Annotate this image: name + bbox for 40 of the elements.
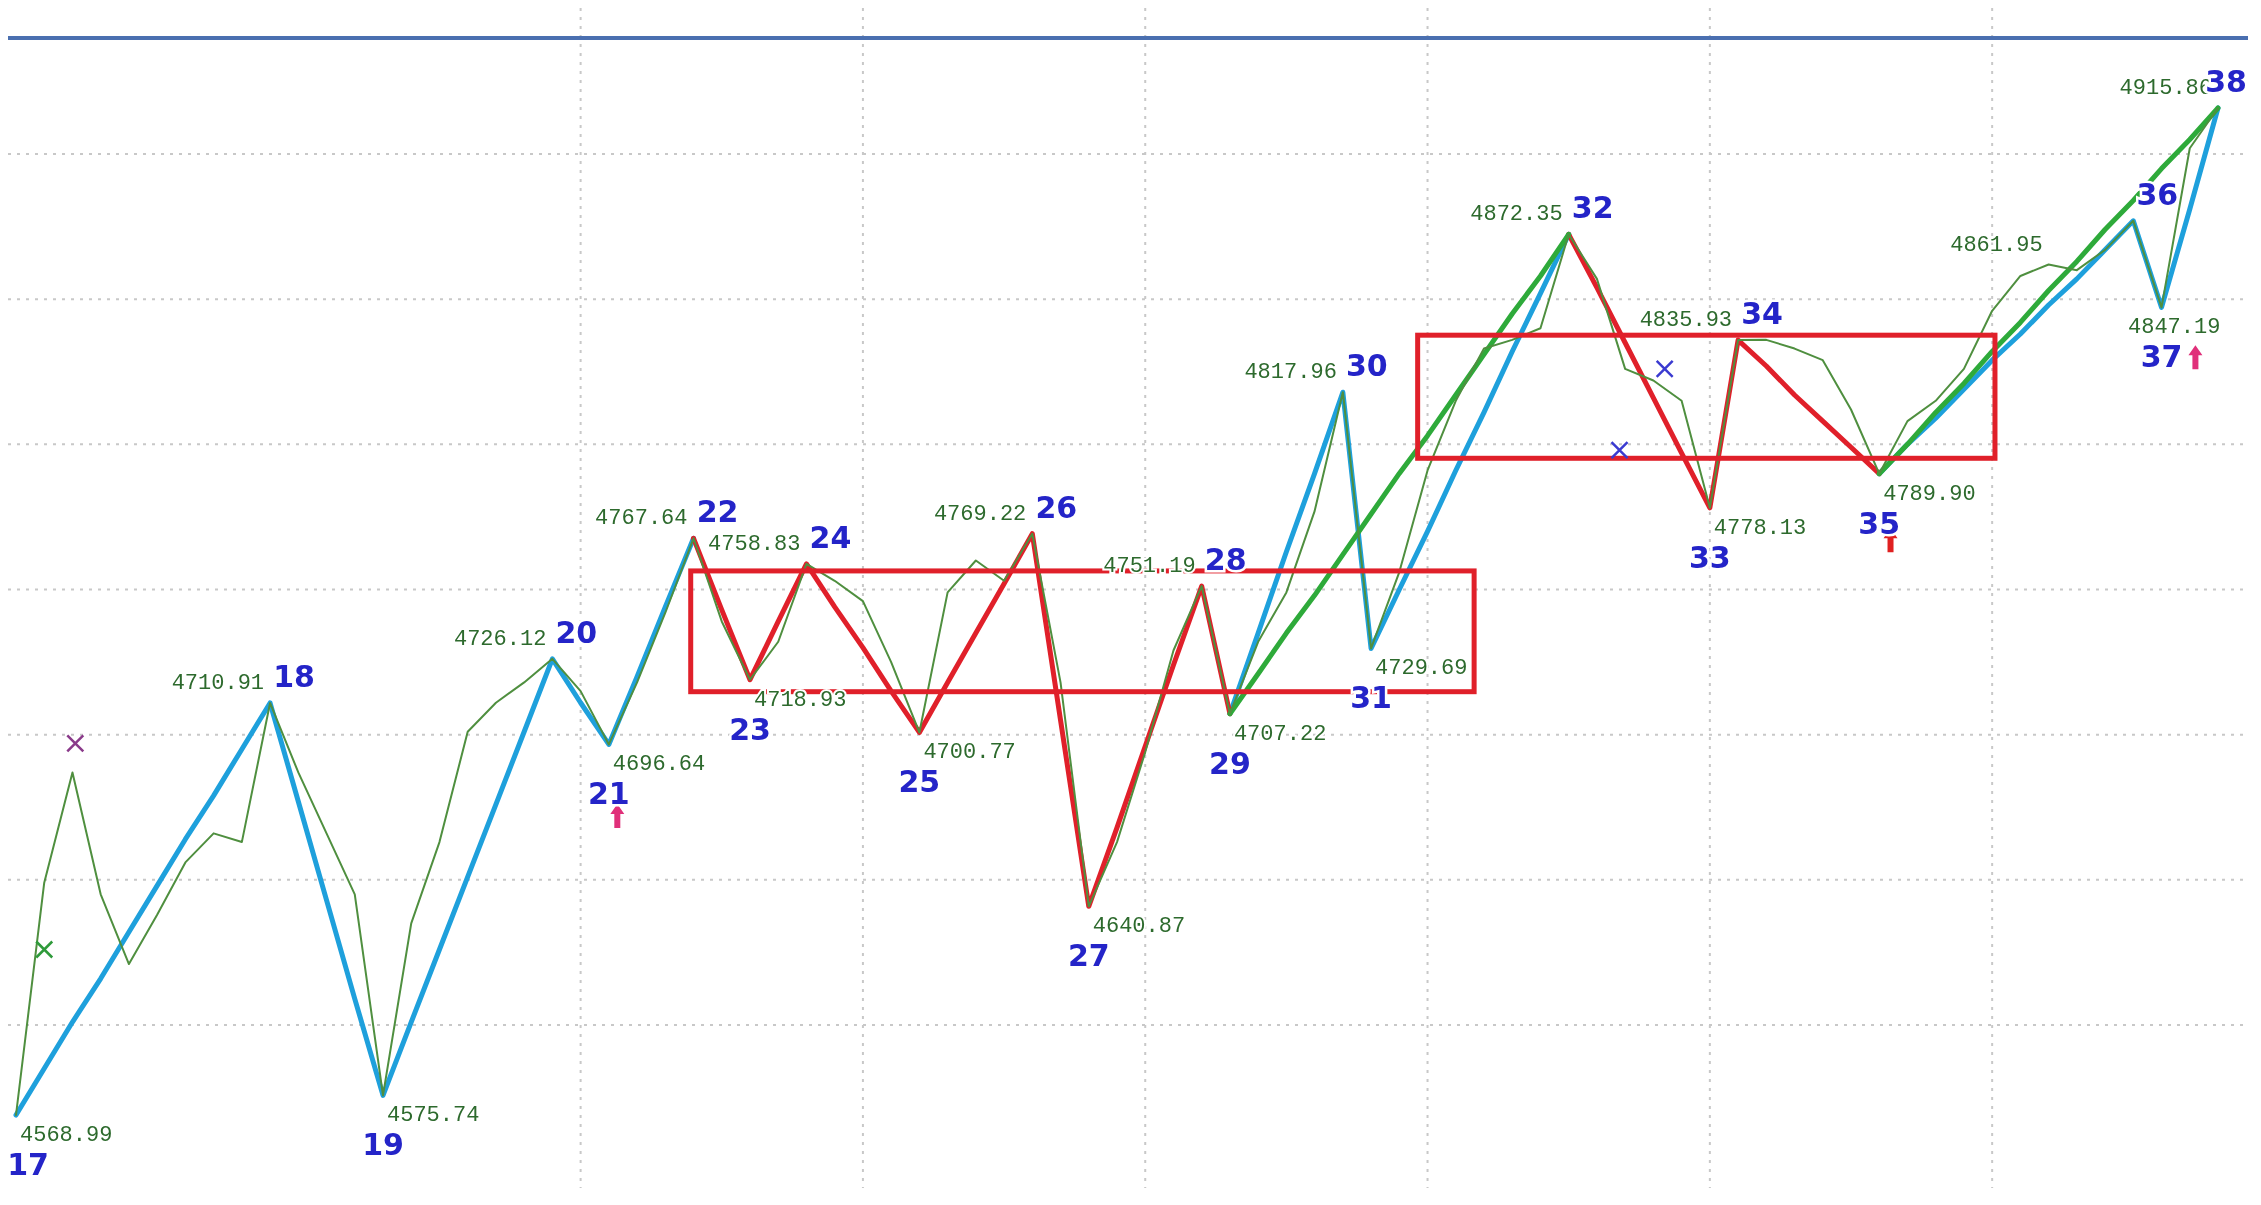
- text: 19: [362, 1127, 404, 1163]
- data-label: 4758.83: [708, 531, 801, 557]
- annotation: 29: [1209, 745, 1251, 781]
- data-label: 4640.87: [1092, 914, 1186, 940]
- annotation: 37: [2140, 339, 2183, 375]
- data-label: 4769.22: [933, 501, 1027, 527]
- data-label: 4710.91: [171, 670, 265, 696]
- data-label: 4575.74: [387, 1103, 480, 1129]
- data-label: 4789.90: [1883, 481, 1976, 507]
- data-label: 4817.96: [1244, 360, 1337, 386]
- data-label: 4696.64: [612, 752, 706, 778]
- data-label: 4767.64: [595, 506, 688, 532]
- data-label: 4726.12: [453, 626, 547, 652]
- annotation: 20: [555, 614, 598, 650]
- annotation: 30: [1345, 348, 1388, 384]
- data-label: 4707.22: [1233, 721, 1327, 747]
- annotation: 26: [1035, 489, 1078, 525]
- annotation: 21: [587, 776, 630, 812]
- annotation: 18: [273, 658, 315, 694]
- data-label: 4729.69: [1375, 656, 1468, 682]
- annotation: 28: [1204, 542, 1247, 578]
- annotation: 23: [729, 711, 771, 747]
- data-label: 4847.19: [2128, 315, 2221, 341]
- data-label: 4861.95: [1950, 232, 2043, 258]
- annotation: 27: [1067, 938, 1110, 974]
- annotation: 22: [696, 494, 739, 530]
- data-label: 4778.13: [1713, 515, 1807, 541]
- data-label: 4835.93: [1639, 308, 1733, 334]
- data-label: 4718.93: [754, 687, 847, 713]
- annotation: 32: [1571, 190, 1614, 226]
- annotation: 25: [898, 764, 941, 800]
- annotation: 33: [1688, 539, 1731, 575]
- annotation: 36: [2136, 176, 2179, 212]
- data-label: 4700.77: [923, 740, 1016, 766]
- data-label: 4568.99: [20, 1123, 113, 1148]
- data-label: 4872.35: [1470, 202, 1563, 228]
- annotation: 24: [809, 519, 852, 555]
- text: 17: [7, 1147, 49, 1182]
- annotation: 34: [1741, 296, 1783, 332]
- annotation: 35: [1858, 505, 1901, 541]
